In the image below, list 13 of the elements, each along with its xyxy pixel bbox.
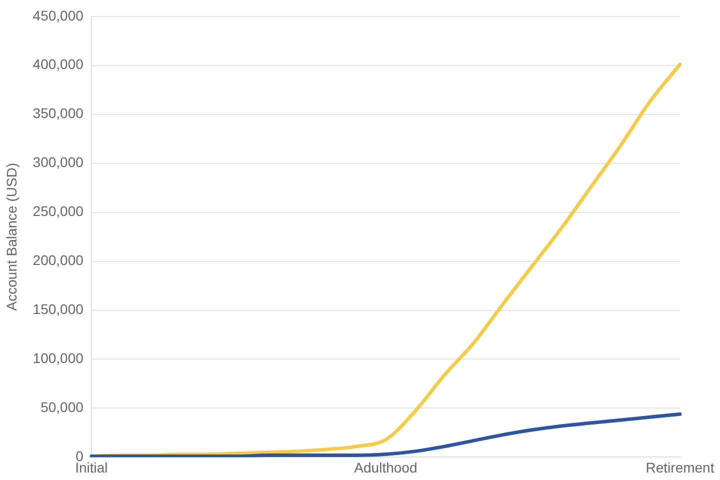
y-tick-label: 0 [76, 448, 84, 464]
y-tick-label: 400,000 [32, 56, 84, 72]
y-tick-label: 150,000 [32, 301, 84, 318]
x-tick-label: Adulthood [354, 459, 418, 476]
y-tick-label: 50,000 [40, 399, 84, 416]
y-tick-label: 350,000 [32, 105, 84, 122]
y-tick-label: 200,000 [32, 252, 84, 268]
y-axis-title: Account Balance (USD) [3, 162, 20, 311]
y-tick-label: 100,000 [32, 350, 84, 366]
y-tick-label: 250,000 [32, 203, 84, 220]
x-tick-label: Retirement [646, 459, 714, 476]
y-tick-label: 450,000 [32, 7, 84, 24]
y-tick-label: 300,000 [32, 154, 84, 170]
